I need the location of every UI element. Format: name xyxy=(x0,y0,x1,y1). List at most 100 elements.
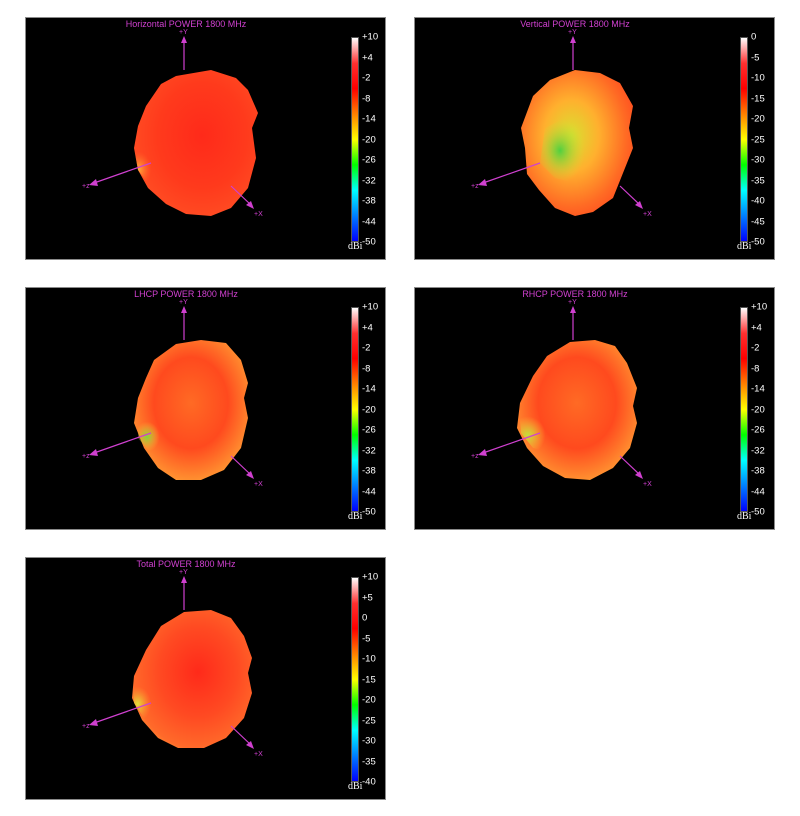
axis-lines xyxy=(482,40,641,206)
radiation-pattern-plot: +Y +z +X xyxy=(82,29,263,218)
colorbar-tick: -26 xyxy=(362,154,376,166)
arrow-head-x xyxy=(635,201,643,209)
colorbar-ticks: +10 +5 0 -5 -10 -15 -20 -25 -30 -35 -40 xyxy=(362,572,385,788)
colorbar-tick: -50 xyxy=(362,506,376,518)
radiation-surface-shade xyxy=(138,410,174,453)
colorbar-unit: dBi xyxy=(348,781,363,792)
radiation-surface-shade xyxy=(519,406,563,453)
plot-title: Total POWER 1800 MHz xyxy=(136,559,236,569)
colorbar-tick: -15 xyxy=(751,93,765,104)
colorbar xyxy=(351,307,359,512)
arrow-head-z xyxy=(89,179,98,186)
axis-label-x: +X xyxy=(254,751,263,758)
axis-label-x: +X xyxy=(254,481,263,488)
plot-title: RHCP POWER 1800 MHz xyxy=(522,289,628,299)
colorbar-ticks: +10 +4 -2 -8 -14 -20 -26 -32 -38 -44 -50 xyxy=(362,32,385,248)
colorbar-tick: -30 xyxy=(362,735,376,747)
axis-lines xyxy=(93,310,252,476)
colorbar-tick: -44 xyxy=(362,216,376,227)
colorbar-tick: -2 xyxy=(362,72,371,84)
colorbar-tick: -44 xyxy=(751,486,765,497)
axis-label-y: +Y xyxy=(568,299,577,306)
arrow-head-y xyxy=(570,36,576,43)
axis-lines xyxy=(93,40,252,206)
plot-title: Horizontal POWER 1800 MHz xyxy=(125,19,247,29)
axis-label-z: +z xyxy=(471,183,479,190)
colorbar-tick: +10 xyxy=(362,571,379,583)
colorbar-unit: dBi xyxy=(348,511,363,522)
colorbar-tick: -35 xyxy=(751,175,765,186)
axis-label-y: +Y xyxy=(179,569,188,576)
axis-label-z: +z xyxy=(82,453,90,460)
colorbar-tick: -10 xyxy=(751,72,765,84)
colorbar-tick: -32 xyxy=(362,175,376,186)
colorbar-tick: +4 xyxy=(362,322,373,333)
colorbar-tick: -30 xyxy=(751,154,765,166)
colorbar-tick: +4 xyxy=(751,322,762,333)
axis-lines xyxy=(93,580,252,746)
colorbar-tick: -26 xyxy=(751,424,765,436)
axis-label-y: +Y xyxy=(179,29,188,36)
colorbar-tick: -20 xyxy=(362,404,376,415)
axis-label-z: +z xyxy=(471,453,479,460)
radiation-pattern-plot: +Y +z +X xyxy=(471,299,652,488)
colorbar xyxy=(351,577,359,782)
arrow-head-y xyxy=(570,306,576,313)
colorbar-tick: -8 xyxy=(362,363,371,374)
colorbar-tick: +10 xyxy=(362,31,379,43)
radiation-surface-shade xyxy=(132,673,170,723)
colorbar-tick: -50 xyxy=(362,236,376,248)
colorbar-tick: -20 xyxy=(362,694,376,706)
colorbar-tick: -40 xyxy=(362,776,376,788)
colorbar-tick: +4 xyxy=(362,52,373,63)
radiation-panel-rhcp: +Y +z +X RHCP POWER 1800 MHz +10 +4 -2 -… xyxy=(414,287,775,530)
arrow-head-y xyxy=(181,36,187,43)
colorbar-tick: +10 xyxy=(751,301,768,313)
colorbar-tick: -5 xyxy=(751,52,760,63)
colorbar-tick: -44 xyxy=(362,486,376,497)
colorbar-unit: dBi xyxy=(737,241,752,252)
arrow-head-x xyxy=(246,741,254,749)
colorbar-tick: -25 xyxy=(362,715,376,726)
colorbar-tick: -26 xyxy=(362,424,376,436)
colorbar-tick: -38 xyxy=(362,465,376,477)
radiation-pattern-plot: +Y +z +X xyxy=(82,569,263,758)
radiation-panel-vertical: +Y +z +X Vertical POWER 1800 MHz 0 -5 -1… xyxy=(414,17,775,260)
axis-label-x: +X xyxy=(643,211,652,218)
colorbar-tick: -15 xyxy=(362,674,376,685)
arrow-head-z xyxy=(89,719,98,726)
colorbar-tick: -8 xyxy=(362,93,371,104)
radiation-pattern-plot: +Y +z +X xyxy=(471,29,652,218)
arrow-head-y xyxy=(181,306,187,313)
radiation-surface-shade xyxy=(134,138,171,188)
colorbar-tick: -32 xyxy=(362,445,376,456)
colorbar-tick: -2 xyxy=(751,342,760,354)
colorbar-tick: -50 xyxy=(751,236,765,248)
axis-label-x: +X xyxy=(254,211,263,218)
arrow-head-x xyxy=(246,201,254,209)
colorbar-tick: 0 xyxy=(751,31,757,43)
colorbar-unit: dBi xyxy=(348,241,363,252)
colorbar-tick: -20 xyxy=(362,134,376,145)
colorbar-tick: -5 xyxy=(362,633,371,644)
colorbar-tick: -14 xyxy=(362,383,376,395)
colorbar-tick: -45 xyxy=(751,216,765,227)
colorbar-tick: -20 xyxy=(751,113,765,125)
plot-title: LHCP POWER 1800 MHz xyxy=(134,289,238,299)
colorbar-tick: -50 xyxy=(751,506,765,518)
colorbar xyxy=(351,37,359,242)
axis-label-y: +Y xyxy=(179,299,188,306)
arrow-head-z xyxy=(478,449,487,456)
colorbar-ticks: +10 +4 -2 -8 -14 -20 -26 -32 -38 -44 -50 xyxy=(362,302,385,518)
axis-label-x: +X xyxy=(643,481,652,488)
colorbar-tick: -20 xyxy=(751,404,765,415)
colorbar-tick: -35 xyxy=(362,756,376,767)
colorbar-ticks: +10 +4 -2 -8 -14 -20 -26 -32 -38 -44 -50 xyxy=(751,302,774,518)
colorbar-tick: +5 xyxy=(362,592,373,603)
arrow-head-x xyxy=(246,471,254,479)
radiation-panel-lhcp: +Y +z +X LHCP POWER 1800 MHz +10 +4 -2 -… xyxy=(25,287,386,530)
radiation-panel-total: +Y +z +X Total POWER 1800 MHz +10 +5 0 -… xyxy=(25,557,386,800)
arrow-head-z xyxy=(89,449,98,456)
colorbar-tick: -38 xyxy=(751,465,765,477)
colorbar xyxy=(740,37,748,242)
